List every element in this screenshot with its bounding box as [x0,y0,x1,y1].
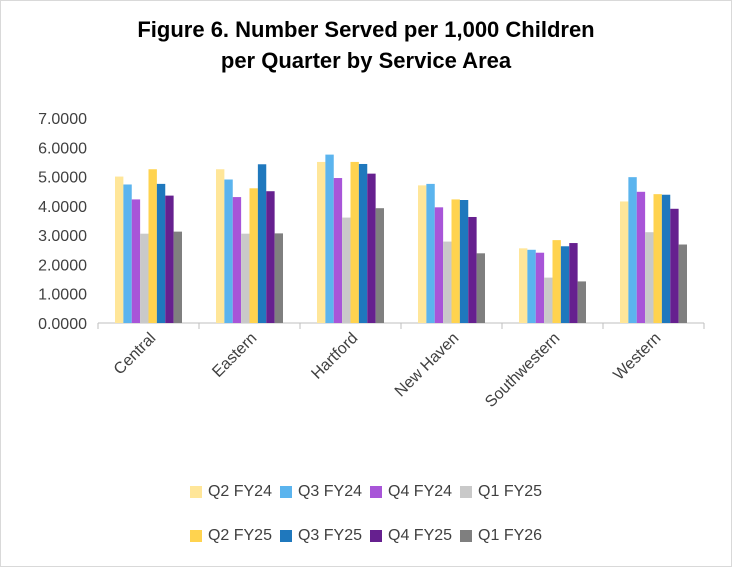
legend-label: Q1 FY25 [478,483,543,500]
legend-swatch [460,530,473,542]
bar [577,281,586,323]
bar-chart: 0.0000 1.0000 2.0000 3.0000 4.0000 5.0000 6.00… [38,111,705,411]
bar [224,179,233,323]
bar [249,188,258,323]
bar [358,163,368,323]
legend-swatch [189,486,202,498]
bar [661,194,671,323]
bar [434,207,444,323]
bar [443,241,452,323]
legend-item: Q1 FY25 [460,483,542,501]
legend-label: Q4 FY24 [388,483,453,500]
y-tick-label: 3.0000 [38,228,87,245]
bar [148,169,157,323]
bar [131,199,141,323]
x-category-label: Hartford [308,330,361,383]
bar [241,233,250,323]
y-tick-label: 7.0000 [38,111,87,128]
legend-item: Q3 FY25 [279,527,362,545]
bar [317,161,326,323]
legend-item: Q1 FY26 [460,527,542,545]
x-category-label: New Haven [392,330,463,401]
legend-row: Q2 FY25 Q3 FY25 Q4 FY25 Q1 FY26 [0,514,732,558]
legend-swatch [370,486,382,498]
bar [123,184,132,323]
legend-item: Q4 FY24 [370,483,452,501]
legend-label: Q4 FY25 [388,527,453,544]
bar [165,195,174,323]
x-category-label: Central [111,330,159,378]
legend-item: Q2 FY24 [189,483,272,501]
bar [115,176,124,323]
legend-label: Q3 FY24 [297,483,362,500]
x-category-label: Eastern [209,330,260,381]
legend-swatch [370,530,382,542]
y-tick-label: 5.0000 [38,170,87,187]
legend-item: Q4 FY25 [370,527,452,545]
bar [426,183,435,323]
bar [468,216,477,323]
bar [274,233,283,323]
bar [645,232,654,323]
y-tick-label: 1.0000 [38,287,87,304]
legend-swatch [189,530,202,542]
bar [620,201,629,323]
legend-label: Q1 FY26 [478,527,543,544]
bar [552,240,561,323]
bar [519,248,528,323]
bar [628,177,637,323]
legend-swatch [460,486,473,498]
bar [535,252,545,323]
bar [333,178,343,323]
bar [140,233,149,323]
y-tick-label: 6.0000 [38,140,87,157]
legend-swatch [279,486,292,498]
legend-label: Q2 FY25 [207,527,272,544]
bar [173,231,182,323]
legend-item: Q3 FY24 [279,483,362,501]
legend-label: Q2 FY24 [207,483,272,500]
bar [375,208,384,323]
bar [459,200,469,323]
legend-label: Q3 FY25 [297,527,362,544]
bar [670,208,679,323]
bar [257,164,267,323]
chart-title-line-1: Figure 6. Number Served per 1,000 Childr… [137,17,595,42]
x-category-label: Southwestern [482,330,563,411]
legend-item: Q2 FY25 [189,527,272,545]
bar [653,194,662,323]
bar [560,246,570,323]
bar [544,277,553,323]
y-tick-label: 2.0000 [38,257,87,274]
y-tick-label: 0.0000 [38,316,87,333]
bar [636,191,646,323]
y-tick-label: 4.0000 [38,199,87,216]
bar [678,244,687,323]
bar [266,191,275,323]
bar [325,154,334,323]
legend-swatch [279,530,292,542]
bar [451,199,460,323]
legend-row: Q2 FY24 Q3 FY24 Q4 FY24 Q1 FY25 [0,470,732,514]
bar [350,161,359,323]
bar [418,185,427,323]
bar [367,173,376,323]
chart-title: Figure 6. Number Served per 1,000 Childr… [0,14,732,76]
bar [569,243,578,323]
chart-legend: Q2 FY24 Q3 FY24 Q4 FY24 Q1 FY25 Q2 FY25 Q3 F… [0,470,732,558]
bar [232,197,242,323]
bar [476,253,485,323]
bar [216,169,225,323]
x-category-label: Western [610,330,664,384]
bar [156,183,166,323]
bar [527,249,536,323]
chart-title-line-2: per Quarter by Service Area [220,48,512,73]
bar [342,217,351,323]
